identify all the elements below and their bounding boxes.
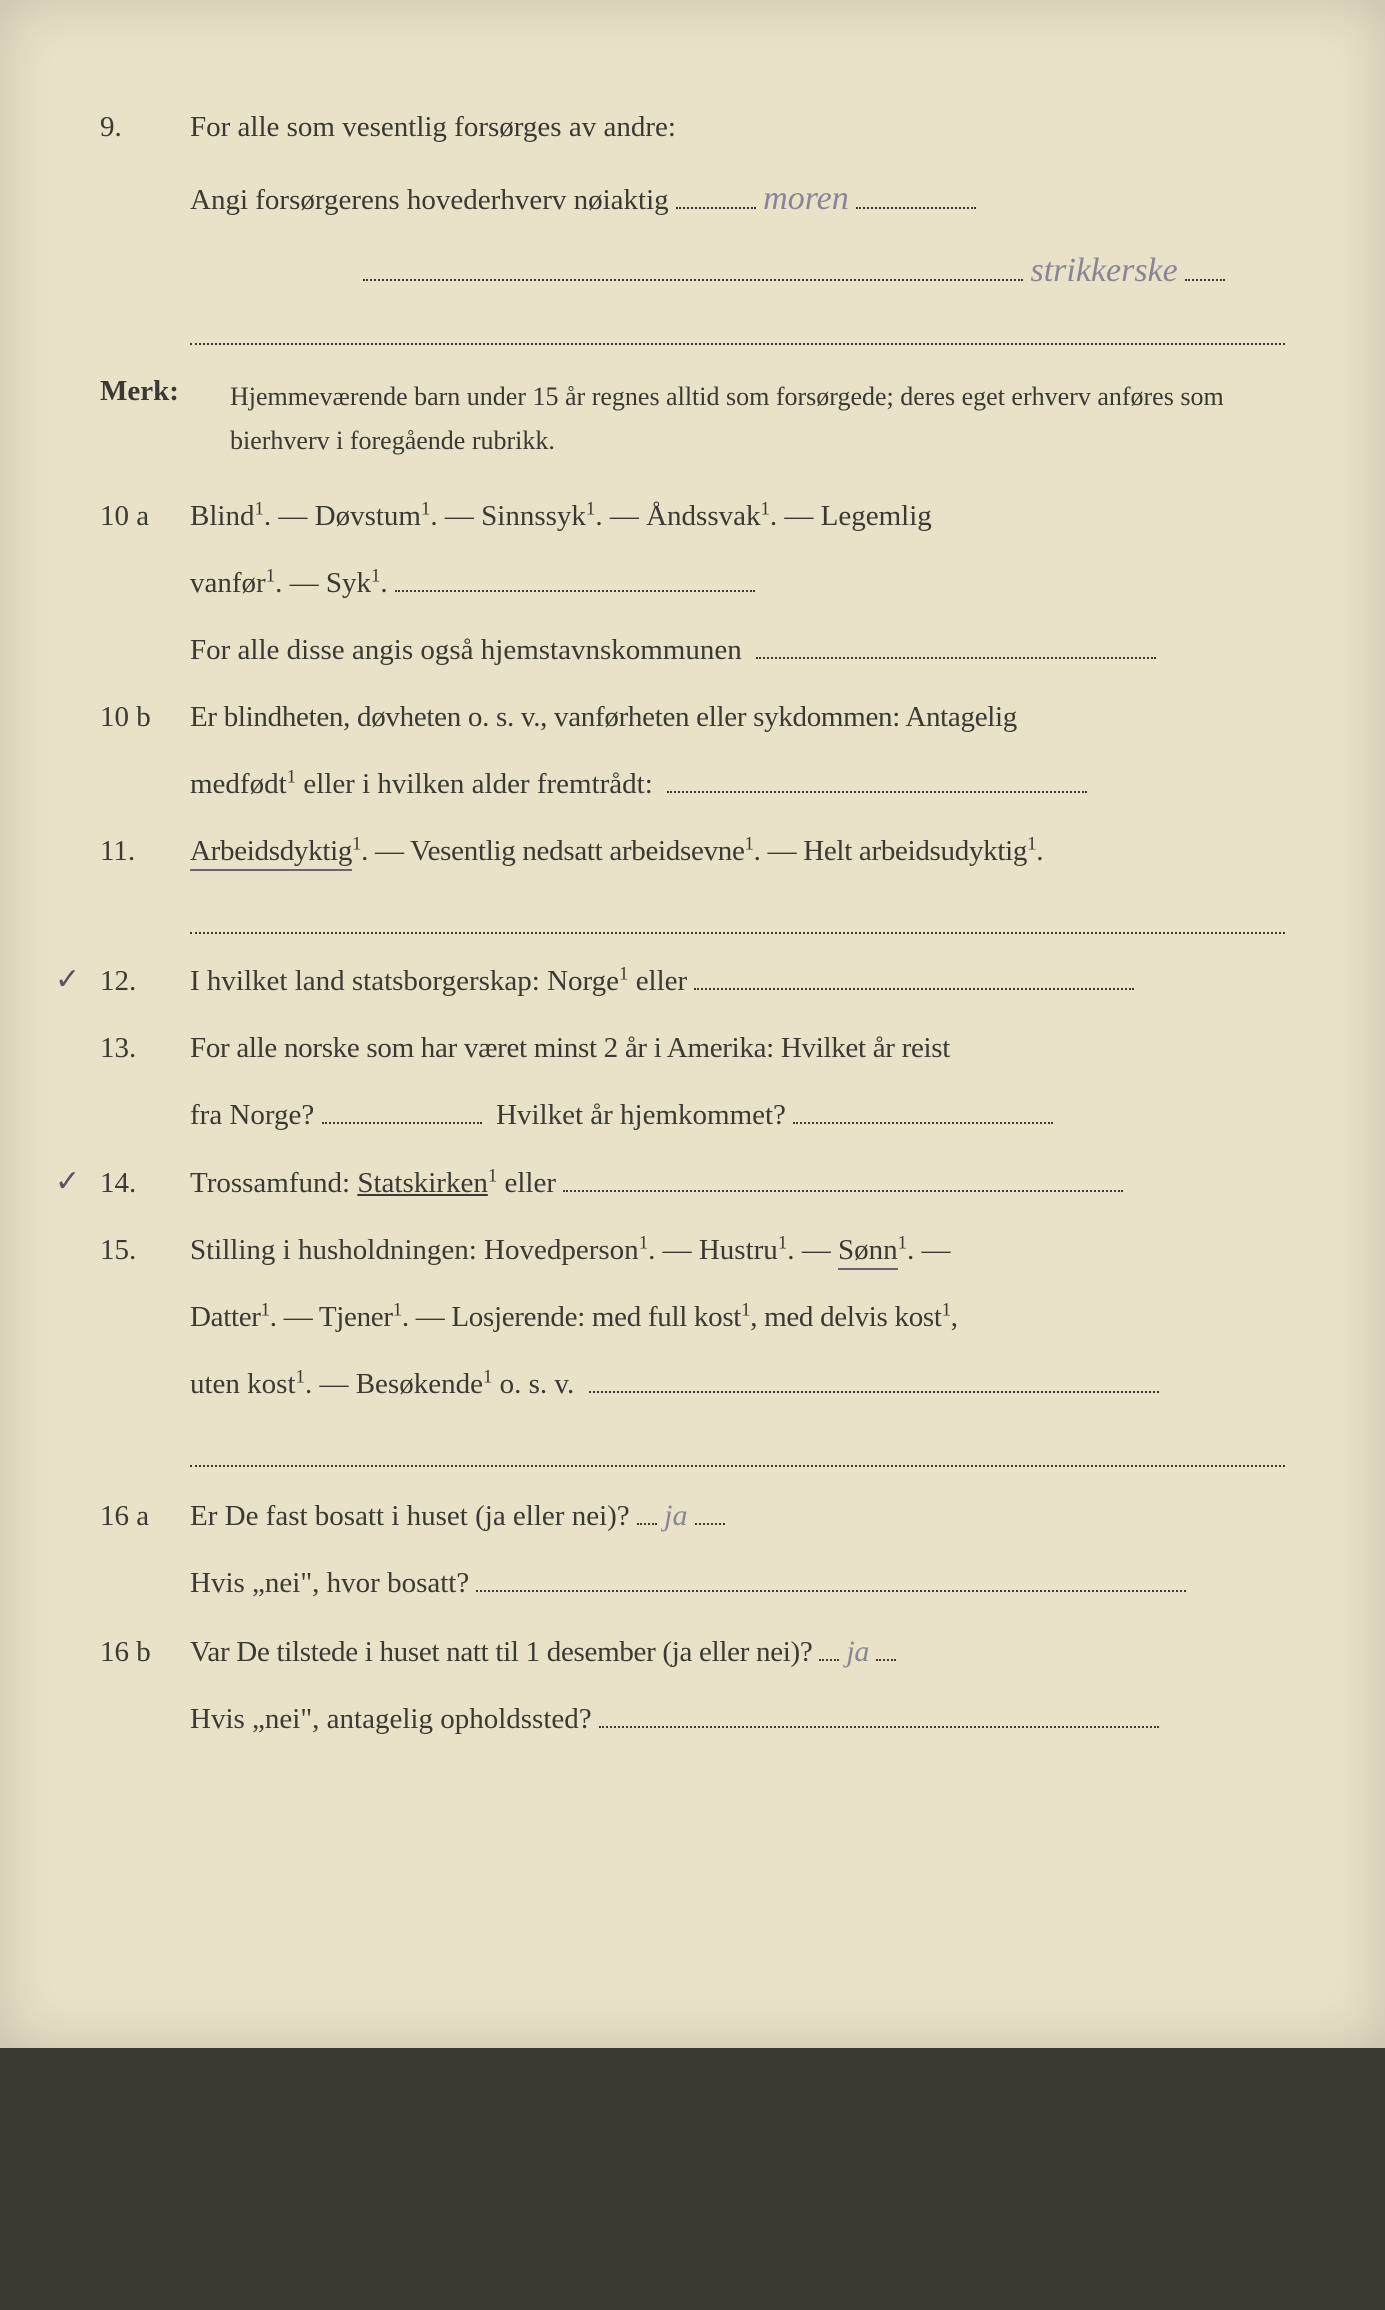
q11-number: 11. [100, 824, 190, 879]
q10a-line2: vanfør1. — Syk1. [190, 556, 1285, 611]
q11-text: Arbeidsdyktig1. — Vesentlig nedsatt arbe… [190, 824, 1285, 879]
merk-row: Merk: Hjemmeværende barn under 15 år reg… [100, 375, 1285, 463]
q16b-line2: Hvis „nei", antagelig opholdssted? [190, 1692, 1285, 1747]
q11-row: 11. Arbeidsdyktig1. — Vesentlig nedsatt … [100, 824, 1285, 879]
q12-checkmark: ✓ [55, 962, 80, 997]
q13-text1: For alle norske som har været minst 2 år… [190, 1021, 1285, 1076]
q12-number: 12. [100, 954, 190, 1009]
q10b-text1: Er blindheten, døvheten o. s. v., vanfør… [190, 690, 1285, 745]
q15-line3: uten kost1. — Besøkende1 o. s. v. [190, 1357, 1285, 1412]
q9-text1: For alle som vesentlig forsørges av andr… [190, 100, 1285, 155]
q16a-line2: Hvis „nei", hvor bosatt? [190, 1556, 1285, 1611]
q10a-number: 10 a [100, 489, 190, 544]
q10b-number: 10 b [100, 690, 190, 745]
q15-number: 15. [100, 1223, 190, 1278]
merk-text: Hjemmeværende barn under 15 år regnes al… [230, 375, 1285, 463]
footnote-sup: 1 [150, 2279, 158, 2298]
q15-row: 15. Stilling i husholdningen: Hovedperso… [100, 1223, 1285, 1278]
q9-hw2-line: strikkerske [190, 239, 1285, 304]
q15-line2: Datter1. — Tjener1. — Losjerende: med fu… [190, 1290, 1285, 1345]
q10b-row: 10 b Er blindheten, døvheten o. s. v., v… [100, 690, 1285, 745]
q13-text2a: fra Norge? [190, 1099, 314, 1131]
q16b-number: 16 b [100, 1625, 190, 1680]
footnote: 1 Her kan svares ved tydelig understrekn… [150, 2279, 1285, 2310]
q9-line2: Angi forsørgerens hovederhverv nøiaktig … [190, 167, 1285, 232]
q9-handwriting1: moren [763, 167, 849, 232]
q16b-text1: Var De tilstede i huset natt til 1 desem… [190, 1623, 1285, 1680]
q15-blank-line [190, 1437, 1285, 1467]
q10a-row: 10 a Blind1. — Døvstum1. — Sinnssyk1. — … [100, 489, 1285, 544]
q16b-row: 16 b Var De tilstede i huset natt til 1 … [100, 1623, 1285, 1680]
q16b-text2: Hvis „nei", antagelig opholdssted? [190, 1703, 592, 1735]
q11-blank-line [190, 904, 1285, 934]
q9-row: 9. For alle som vesentlig forsørges av a… [100, 100, 1285, 155]
q16a-handwriting: ja [664, 1487, 687, 1544]
q14-text: Trossamfund: Statskirken1 eller [190, 1156, 1285, 1211]
q13-row: 13. For alle norske som har været minst … [100, 1021, 1285, 1076]
q12-text: I hvilket land statsborgerskap: Norge1 e… [190, 954, 1285, 1009]
q11-underlined: Arbeidsdyktig [190, 835, 352, 871]
q14-underlined: Statskirken [357, 1167, 488, 1199]
q12-row: 12. I hvilket land statsborgerskap: Norg… [100, 954, 1285, 1009]
q9-text2: Angi forsørgerens hovederhverv nøiaktig [190, 184, 669, 216]
q16b-handwriting: ja [846, 1623, 869, 1680]
q13-text2b: Hvilket år hjemkommet? [496, 1099, 786, 1131]
q9-number: 9. [100, 100, 190, 155]
q13-line2: fra Norge? Hvilket år hjemkommet? [190, 1088, 1285, 1143]
q16a-text1: Er De fast bosatt i huset (ja eller nei)… [190, 1487, 1285, 1544]
q16a-number: 16 a [100, 1489, 190, 1544]
q13-number: 13. [100, 1021, 190, 1076]
merk-label: Merk: [100, 375, 230, 408]
q16a-text2: Hvis „nei", hvor bosatt? [190, 1567, 469, 1599]
q16a-row: 16 a Er De fast bosatt i huset (ja eller… [100, 1487, 1285, 1544]
q10a-text1: Blind1. — Døvstum1. — Sinnssyk1. — Åndss… [190, 489, 1285, 544]
q14-number: 14. [100, 1156, 190, 1211]
q15-text1: Stilling i husholdningen: Hovedperson1. … [190, 1223, 1285, 1278]
q14-row: 14. Trossamfund: Statskirken1 eller [100, 1156, 1285, 1211]
q9-blank-line [190, 315, 1285, 345]
census-form-page: 9. For alle som vesentlig forsørges av a… [0, 0, 1385, 2048]
q10a-line3: For alle disse angis også hjemstavnskomm… [190, 623, 1285, 678]
q10a-text3: For alle disse angis også hjemstavnskomm… [190, 634, 742, 666]
footnote-text: Her kan svares ved tydelig understreknin… [164, 2283, 811, 2309]
footnote-rule [100, 2267, 300, 2269]
q9-handwriting2: strikkerske [1030, 239, 1177, 304]
q10b-line2: medfødt1 eller i hvilken alder fremtrådt… [190, 757, 1285, 812]
q14-checkmark: ✓ [55, 1164, 80, 1199]
q15-sonn-underlined: Sønn [838, 1234, 898, 1270]
